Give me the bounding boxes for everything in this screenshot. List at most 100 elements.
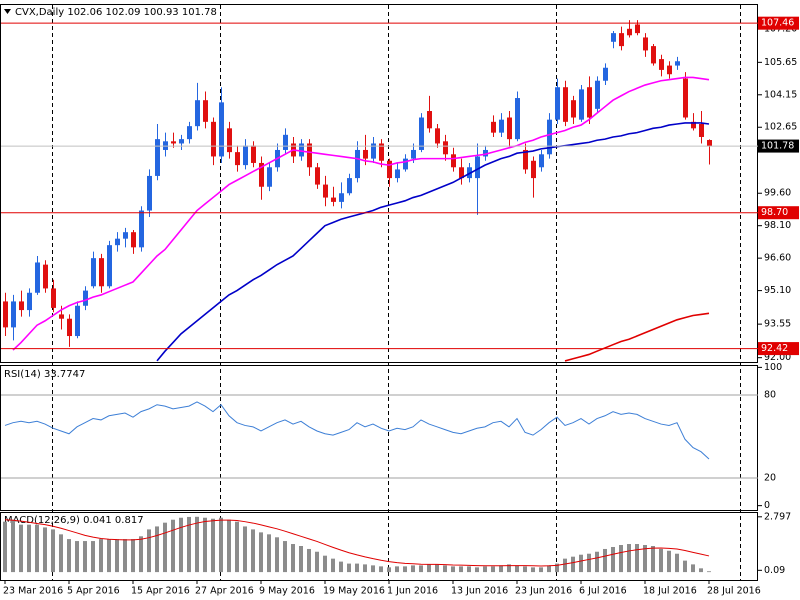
candle-body	[43, 264, 48, 289]
histogram-bar	[499, 565, 503, 573]
candle-body	[419, 117, 424, 150]
candle-body	[203, 100, 208, 122]
candle-body	[491, 121, 496, 133]
y-tick-label: 92.00	[764, 352, 791, 363]
histogram-bar	[619, 545, 623, 573]
histogram-bar	[291, 544, 295, 573]
histogram-bar	[307, 548, 311, 573]
histogram-bar	[251, 529, 255, 573]
histogram-bar	[451, 566, 455, 573]
histogram-bar	[3, 521, 7, 573]
y-tick-label: 96.60	[764, 253, 791, 264]
histogram-bar	[331, 558, 335, 573]
histogram-bar	[147, 529, 151, 573]
candle-body	[379, 143, 384, 161]
indicator-line	[4, 519, 710, 567]
histogram-bar	[83, 541, 87, 573]
histogram-bar	[411, 565, 415, 573]
x-tick-label: 1 Jun 2016	[387, 586, 438, 597]
candle-body	[347, 178, 352, 194]
histogram-bar	[419, 565, 423, 573]
histogram-bar	[227, 519, 231, 573]
candle-body	[331, 197, 336, 202]
candle-body	[579, 89, 584, 120]
price-label-box	[758, 139, 799, 153]
candle-body	[267, 167, 272, 187]
histogram-bar	[131, 539, 135, 573]
candle-body	[539, 154, 544, 168]
chart-title: CVX,Daily 102.06 102.09 100.93 101.78	[15, 7, 217, 18]
candle-body	[483, 149, 488, 157]
candle-body	[459, 167, 464, 179]
histogram-bar	[611, 546, 615, 573]
histogram-bar	[435, 564, 439, 573]
candle-body	[515, 98, 520, 140]
candle-body	[547, 119, 552, 155]
histogram-bar	[539, 567, 543, 573]
histogram-bar	[579, 554, 583, 573]
price-label-box	[758, 342, 799, 356]
histogram-bar	[27, 524, 31, 573]
rsi-title: RSI(14) 33.7747	[4, 369, 85, 380]
histogram-bar	[91, 541, 95, 573]
price-label: 101.78	[761, 141, 794, 152]
candle-body	[443, 141, 448, 155]
y-tick-label: 0	[764, 500, 770, 511]
candle-body	[411, 149, 416, 159]
candle-body	[179, 139, 184, 144]
histogram-bar	[11, 519, 15, 573]
menu-arrow[interactable]	[4, 9, 11, 14]
candle-body	[355, 149, 360, 179]
candle-body	[627, 28, 632, 36]
macd-pane	[0, 512, 758, 581]
x-tick-label: 19 May 2016	[323, 586, 385, 597]
histogram-bar	[267, 534, 271, 573]
histogram-bar	[691, 564, 695, 573]
candle-body	[51, 288, 56, 308]
level-label: 80	[764, 390, 776, 401]
histogram-bar	[195, 516, 199, 573]
histogram-bar	[99, 539, 103, 573]
histogram-bar	[259, 532, 263, 573]
candle-body	[75, 305, 80, 337]
candle-body	[283, 134, 288, 150]
histogram-bar	[203, 517, 207, 573]
histogram-bar	[355, 563, 359, 573]
histogram-bar	[339, 561, 343, 573]
candle-body	[667, 65, 672, 75]
candle-body	[555, 87, 560, 120]
x-tick-label: 6 Jul 2016	[579, 586, 627, 597]
price-pane	[0, 4, 758, 363]
candle-body	[59, 314, 64, 319]
candle-body	[499, 119, 504, 133]
histogram-bar	[387, 567, 391, 573]
candle-body	[243, 145, 248, 166]
histogram-bar	[211, 518, 215, 573]
histogram-bar	[707, 571, 711, 573]
rsi-pane	[0, 365, 758, 511]
candle-body	[235, 152, 240, 166]
histogram-bar	[275, 537, 279, 573]
candle-body	[187, 126, 192, 140]
candle-body	[99, 258, 104, 287]
candle-body	[507, 117, 512, 140]
x-tick-label: 13 Jun 2016	[451, 586, 508, 597]
candle-body	[27, 292, 32, 311]
candle-body	[19, 301, 24, 311]
indicator-line	[564, 312, 710, 362]
candle-body	[91, 258, 96, 287]
histogram-bar	[459, 566, 463, 573]
histogram-bar	[699, 568, 703, 573]
candle-body	[123, 232, 128, 239]
histogram-bar	[115, 539, 119, 573]
indicator-line	[156, 122, 710, 362]
candle-body	[11, 301, 16, 328]
histogram-bar	[507, 564, 511, 573]
histogram-bar	[547, 565, 551, 573]
candle-body	[395, 169, 400, 179]
candle-body	[35, 262, 40, 293]
price-label: 92.42	[761, 343, 788, 354]
candle-body	[523, 149, 528, 170]
